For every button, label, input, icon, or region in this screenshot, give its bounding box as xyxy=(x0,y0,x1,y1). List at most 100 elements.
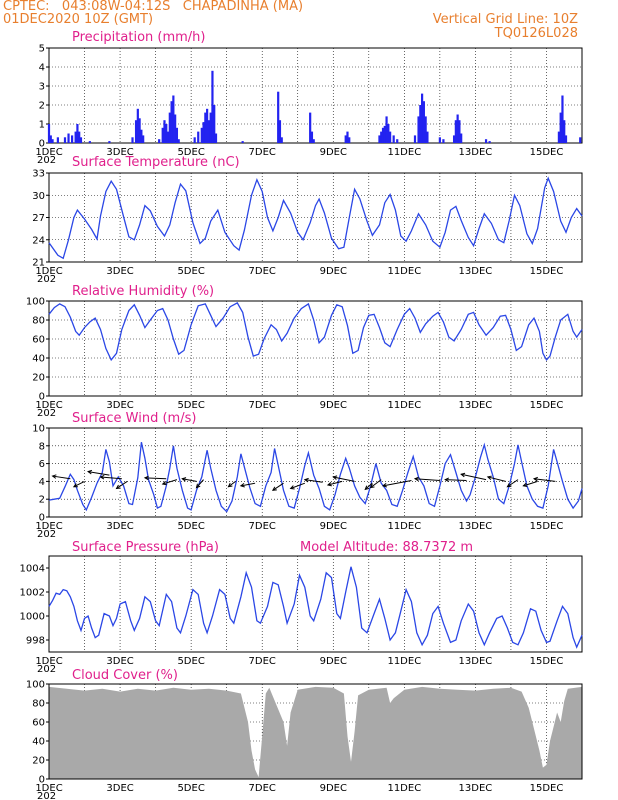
x-tick-label: 15DEC xyxy=(530,656,564,667)
y-tick-label: 60 xyxy=(32,718,45,729)
wind-vector-head xyxy=(115,484,121,490)
precip-bar xyxy=(383,125,386,143)
precip-bar xyxy=(561,95,564,143)
wind-vector-head xyxy=(444,477,450,483)
x-tick-label: 13DEC xyxy=(459,266,493,277)
y-tick-label: 60 xyxy=(32,335,45,346)
precip-bar xyxy=(564,135,568,143)
y-tick-label: 20 xyxy=(32,756,45,767)
wind-vector-head xyxy=(506,483,512,488)
panel-3: Relative Humidity (%) 0 20 40 60 80 100 1DEC 3DE… xyxy=(26,284,583,419)
precip-bar xyxy=(131,137,134,143)
wind-vector-shaft xyxy=(100,476,122,480)
precip-bar xyxy=(396,139,399,143)
year-fragment: 202 xyxy=(37,664,56,675)
wind-vector xyxy=(195,479,204,489)
y-tick-label: 27 xyxy=(32,213,45,224)
precip-bar xyxy=(161,127,164,143)
precip-bar xyxy=(312,139,315,143)
wind-vector-head xyxy=(195,483,201,489)
precip-bar xyxy=(193,137,196,143)
x-tick-label: 7DEC xyxy=(249,656,276,667)
x-tick-label: 11DEC xyxy=(387,266,421,277)
x-tick-label: 7DEC xyxy=(249,521,276,532)
wind-vector-head xyxy=(161,480,167,486)
wind-vector xyxy=(115,480,128,490)
wind-vector-shaft xyxy=(370,479,382,489)
precip-bar xyxy=(140,129,143,143)
y-tick-label: 24 xyxy=(32,235,45,246)
precip-bar xyxy=(488,141,491,143)
precip-bar xyxy=(392,135,395,143)
precip-bar xyxy=(158,139,161,143)
wind-vector xyxy=(364,482,373,491)
wind-vector xyxy=(326,480,343,487)
x-tick-label: 15DEC xyxy=(530,147,564,158)
x-tick-label: 11DEC xyxy=(387,656,421,667)
wind-vector-shaft xyxy=(272,482,284,491)
x-tick-label: 3DEC xyxy=(106,656,133,667)
precip-bar xyxy=(241,141,244,143)
x-tick-label: 11DEC xyxy=(387,147,421,158)
panel-frame xyxy=(48,683,583,780)
precip-bar xyxy=(209,112,212,143)
wind-vector xyxy=(143,475,167,481)
wind-vector-shaft xyxy=(445,479,467,482)
wind-vector-head xyxy=(181,477,187,482)
precip-bar xyxy=(56,137,59,143)
wind-vector-shaft xyxy=(327,480,343,486)
wind-vector-shaft xyxy=(88,471,110,476)
x-tick-label: 11DEC xyxy=(387,400,421,411)
precip-bar xyxy=(47,124,51,143)
wind-vector-shaft xyxy=(73,480,85,488)
precip-bar xyxy=(138,118,141,143)
y-tick-label: 998 xyxy=(26,636,45,647)
wind-vector-shaft xyxy=(182,478,197,482)
wind-vector xyxy=(522,480,538,488)
x-tick-label: 1DEC xyxy=(35,147,62,158)
x-tick-label: 1DEC xyxy=(35,656,62,667)
model-altitude-label: Model Altitude: 88.7372 m xyxy=(300,540,473,555)
precip-bar xyxy=(200,127,203,143)
series-line xyxy=(48,176,583,260)
x-tick-label: 5DEC xyxy=(177,783,204,794)
precip-bar xyxy=(559,112,562,143)
x-tick-label: 13DEC xyxy=(459,400,493,411)
panel-5: Surface Pressure (hPa) 998 1000 1002 1004 1DE… xyxy=(20,540,583,675)
precip-bar xyxy=(438,137,441,143)
series-line xyxy=(48,566,583,649)
wind-vector-shaft xyxy=(162,479,178,485)
y-tick-label: 0 xyxy=(39,775,45,786)
x-tick-label: 5DEC xyxy=(177,521,204,532)
year-fragment: 202 xyxy=(37,155,56,166)
wind-vector-head xyxy=(239,483,245,488)
y-tick-label: 20 xyxy=(32,373,45,384)
precip-bar xyxy=(88,141,91,143)
year-fragment: 202 xyxy=(37,274,56,285)
precip-bar xyxy=(165,124,168,143)
panel-frame xyxy=(48,47,583,144)
wind-vector-shaft xyxy=(52,475,71,480)
wind-vector xyxy=(413,476,440,482)
wind-vector xyxy=(506,479,519,488)
precip-bar xyxy=(389,131,392,143)
wind-vector-head xyxy=(364,485,370,491)
year-fragment: 202 xyxy=(37,529,56,540)
wind-vector-head xyxy=(87,469,93,475)
precip-bar xyxy=(204,112,207,143)
precip-bar xyxy=(381,127,385,143)
x-tick-label: 11DEC xyxy=(387,521,421,532)
wind-vector-shaft xyxy=(364,482,373,490)
precip-bar xyxy=(74,131,77,143)
precip-bar xyxy=(163,120,166,143)
wind-vector-shaft xyxy=(196,479,204,488)
panel-title: Surface Temperature (nC) xyxy=(72,155,240,170)
wind-vector xyxy=(369,479,382,489)
wind-vector-shaft xyxy=(461,473,487,481)
y-tick-label: 6 xyxy=(39,459,45,470)
precip-bar xyxy=(70,135,74,143)
precip-bar xyxy=(174,114,177,143)
wind-vector xyxy=(303,477,323,483)
precip-bar xyxy=(206,108,209,143)
